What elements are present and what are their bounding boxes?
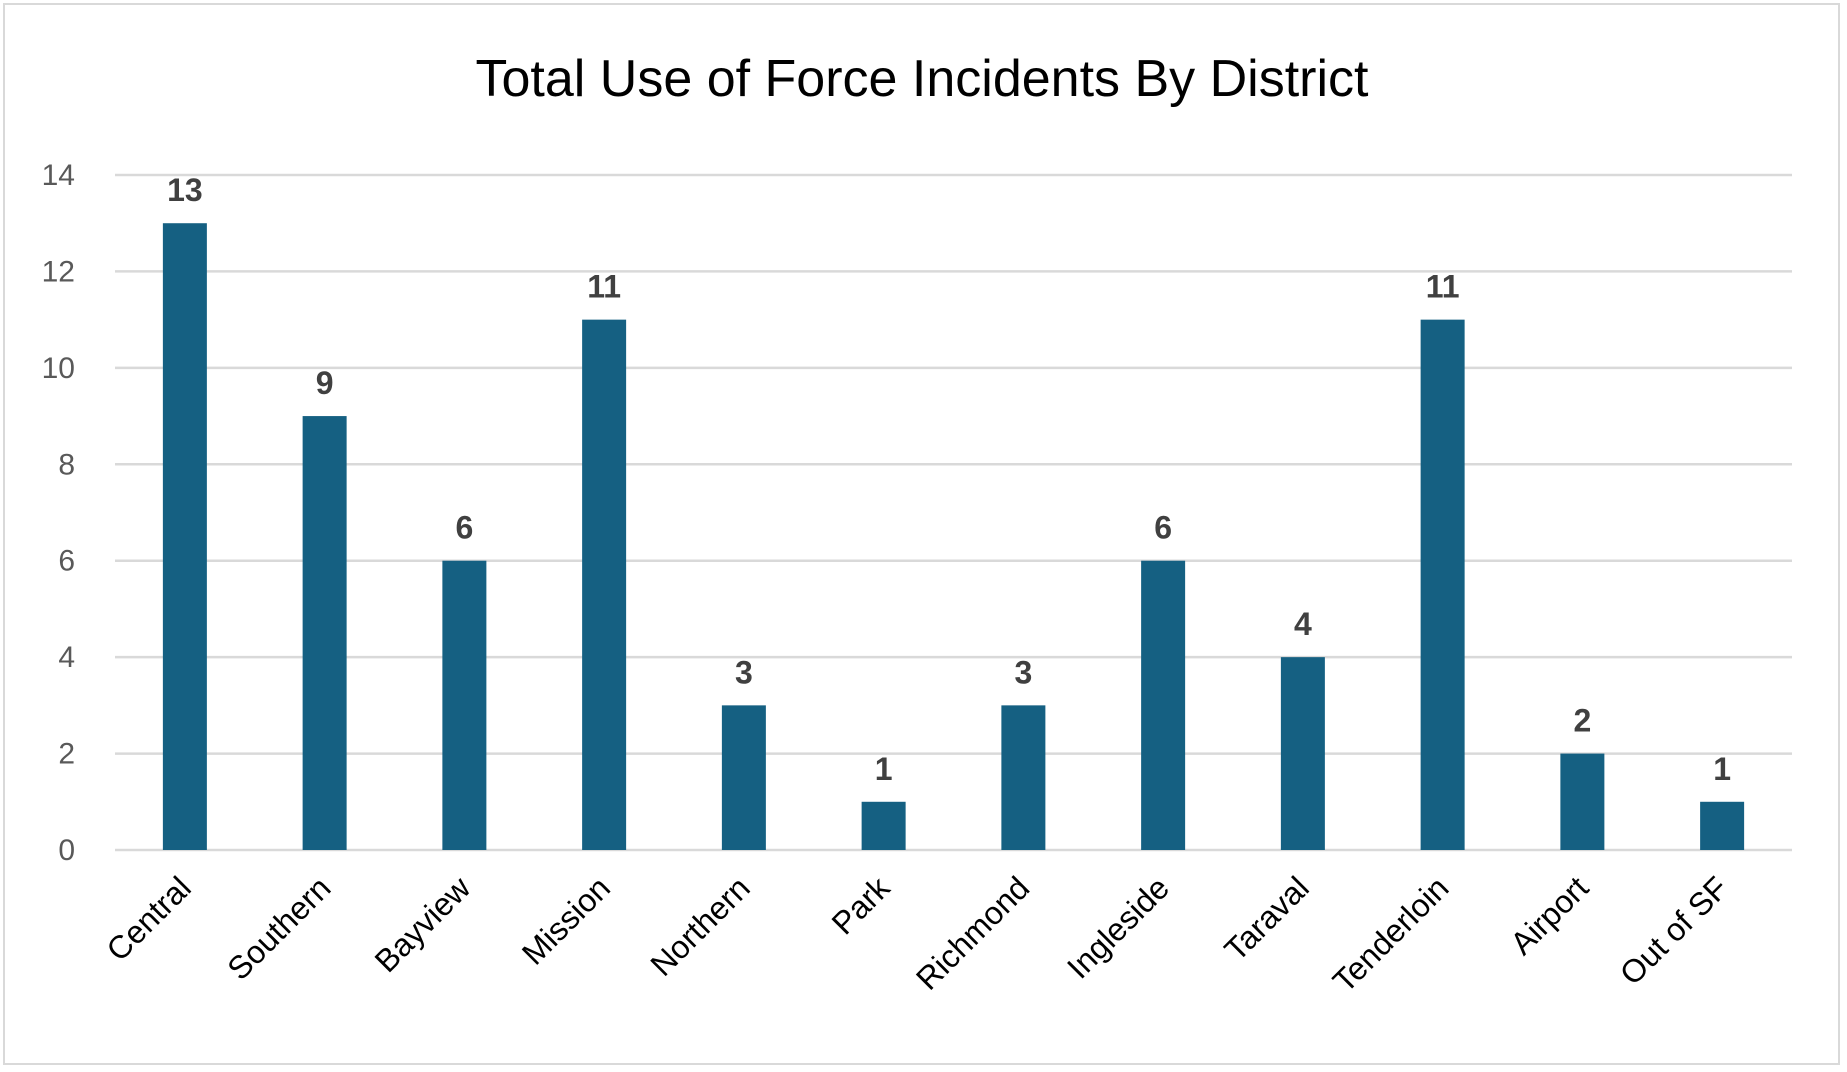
x-category-label: Bayview xyxy=(368,869,478,979)
bar-northern xyxy=(721,705,766,850)
x-category-label: Richmond xyxy=(909,869,1036,996)
x-category-label: Ingleside xyxy=(1060,869,1176,985)
data-label: 11 xyxy=(587,269,621,305)
x-category-label: Park xyxy=(825,869,898,942)
data-label: 6 xyxy=(455,510,473,546)
data-label: 9 xyxy=(316,365,334,401)
bar-bayview xyxy=(442,560,487,850)
data-label: 4 xyxy=(1294,606,1312,642)
x-category-label: Taraval xyxy=(1217,869,1315,967)
x-category-label: Airport xyxy=(1503,869,1595,961)
y-tick-label: 4 xyxy=(58,641,75,674)
y-tick-label: 12 xyxy=(42,255,75,288)
x-category-label: Northern xyxy=(643,869,756,982)
y-tick-label: 2 xyxy=(58,738,75,771)
bar-southern xyxy=(302,416,347,850)
bar-central xyxy=(162,223,207,850)
data-label: 3 xyxy=(1014,654,1032,690)
bar-park xyxy=(861,801,906,850)
data-label: 2 xyxy=(1573,703,1591,739)
bar-taraval xyxy=(1280,657,1325,850)
x-category-label: Central xyxy=(99,869,197,967)
bar-out-of-sf xyxy=(1700,801,1745,850)
chart-frame xyxy=(3,3,1840,1065)
data-label: 1 xyxy=(875,751,893,787)
data-label: 6 xyxy=(1154,510,1172,546)
data-label: 3 xyxy=(735,654,753,690)
bar-ingleside xyxy=(1141,560,1186,850)
data-label: 1 xyxy=(1713,751,1731,787)
y-tick-label: 14 xyxy=(42,159,75,192)
x-category-label: Tenderloin xyxy=(1326,869,1456,999)
y-tick-label: 6 xyxy=(58,545,75,578)
y-tick-label: 8 xyxy=(58,448,75,481)
x-category-label: Southern xyxy=(220,869,337,986)
data-label: 13 xyxy=(167,172,203,208)
y-tick-label: 0 xyxy=(58,834,75,867)
bar-richmond xyxy=(1001,705,1046,850)
x-category-label: Mission xyxy=(515,869,617,971)
bar-tenderloin xyxy=(1420,319,1465,851)
x-category-label: Out of SF xyxy=(1613,869,1735,991)
y-tick-label: 10 xyxy=(42,352,75,385)
bar-mission xyxy=(582,319,627,851)
chart-title: Total Use of Force Incidents By District xyxy=(476,50,1370,108)
bar-airport xyxy=(1560,753,1605,850)
data-label: 11 xyxy=(1426,269,1460,305)
